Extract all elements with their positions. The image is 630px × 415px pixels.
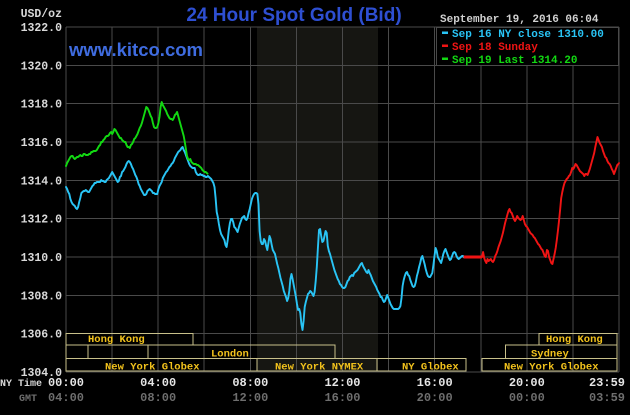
svg-text:08:00: 08:00: [232, 376, 268, 390]
svg-text:London: London: [211, 349, 249, 361]
svg-text:1308.0: 1308.0: [21, 290, 63, 303]
svg-text:GMT: GMT: [19, 394, 37, 405]
svg-text:20:00: 20:00: [509, 376, 545, 390]
svg-text:Sep 19 Last 1314.20: Sep 19 Last 1314.20: [452, 55, 577, 67]
svg-text:04:00: 04:00: [140, 376, 176, 390]
svg-text:Sydney: Sydney: [531, 349, 570, 361]
svg-text:Hong Kong: Hong Kong: [88, 334, 145, 346]
svg-text:04:00: 04:00: [48, 391, 84, 405]
svg-text:1304.0: 1304.0: [21, 367, 63, 380]
svg-text:1306.0: 1306.0: [21, 329, 63, 342]
svg-text:September 19, 2016 06:04: September 19, 2016 06:04: [440, 14, 599, 26]
svg-text:Sep 18 Sunday: Sep 18 Sunday: [452, 42, 538, 54]
svg-text:Hong Kong: Hong Kong: [546, 334, 603, 346]
svg-text:Sep 16 NY close 1310.00: Sep 16 NY close 1310.00: [452, 29, 604, 41]
svg-text:1322.0: 1322.0: [21, 22, 63, 35]
svg-text:New York NYMEX: New York NYMEX: [275, 362, 364, 374]
svg-text:NY Time: NY Time: [0, 378, 42, 390]
svg-text:12:00: 12:00: [324, 376, 360, 390]
svg-text:www.kitco.com: www.kitco.com: [68, 39, 203, 60]
svg-text:08:00: 08:00: [140, 391, 176, 405]
svg-text:12:00: 12:00: [232, 391, 268, 405]
svg-text:NY Globex: NY Globex: [402, 362, 459, 374]
svg-text:24 Hour Spot Gold (Bid): 24 Hour Spot Gold (Bid): [186, 5, 401, 26]
svg-text:1318.0: 1318.0: [21, 99, 63, 112]
svg-text:16:00: 16:00: [324, 391, 360, 405]
svg-text:1310.0: 1310.0: [21, 252, 63, 265]
svg-text:1316.0: 1316.0: [21, 137, 63, 150]
svg-text:New York Globex: New York Globex: [504, 362, 599, 374]
svg-text:00:00: 00:00: [48, 376, 84, 390]
svg-text:20:00: 20:00: [417, 391, 453, 405]
svg-text:New York Globex: New York Globex: [105, 362, 200, 374]
svg-text:USD/oz: USD/oz: [21, 8, 63, 21]
svg-text:1320.0: 1320.0: [21, 60, 63, 73]
svg-text:23:59: 23:59: [589, 376, 625, 390]
svg-text:03:59: 03:59: [589, 391, 625, 405]
svg-text:00:00: 00:00: [509, 391, 545, 405]
svg-text:16:00: 16:00: [417, 376, 453, 390]
svg-text:1312.0: 1312.0: [21, 214, 63, 227]
svg-text:1314.0: 1314.0: [21, 175, 63, 188]
